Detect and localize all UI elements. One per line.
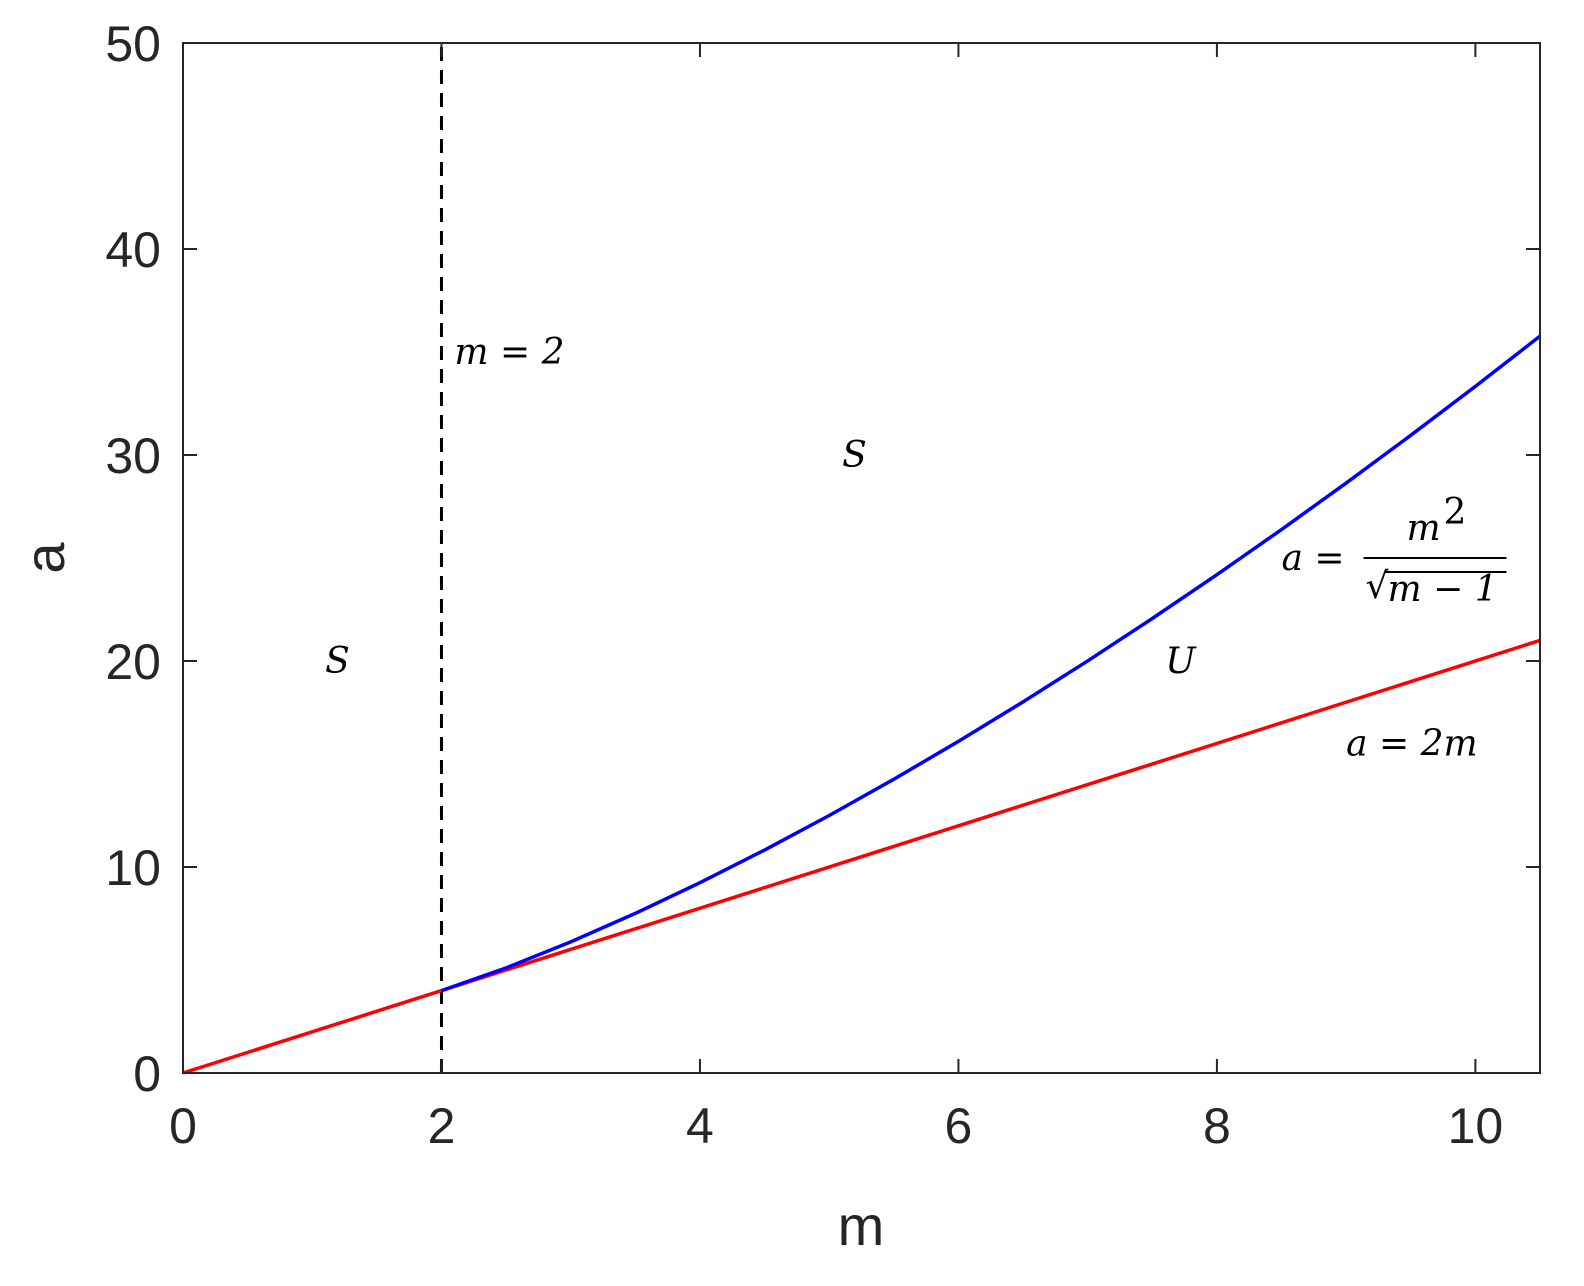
annotation-m-equals-2: m = 2	[454, 332, 564, 373]
x-tick-label: 4	[686, 1098, 714, 1154]
ticks: 0 2 4 6 8 10 0 10 20 30 40 50	[105, 16, 1540, 1154]
y-tick-label: 30	[105, 428, 161, 484]
chart-marks	[182, 43, 1542, 1075]
y-tick-label: 50	[105, 16, 161, 72]
formula-sqrt: √	[1366, 566, 1389, 607]
y-tick-label: 0	[133, 1046, 161, 1102]
formula-denominator: m − 1	[1388, 569, 1498, 610]
series-line-blue	[440, 334, 1542, 993]
formula-numerator: m	[1407, 508, 1441, 549]
y-axis-label: a	[13, 542, 76, 574]
y-tick-label: 40	[105, 222, 161, 278]
x-tick-label: 10	[1448, 1098, 1504, 1154]
y-tick-label: 10	[105, 840, 161, 896]
x-tick-label: 2	[428, 1098, 456, 1154]
y-tick-label: 20	[105, 634, 161, 690]
formula-lhs: a =	[1282, 538, 1345, 579]
x-tick-label: 0	[169, 1098, 197, 1154]
annotation-s-upper: S	[842, 435, 867, 476]
annotation-u-region: U	[1165, 641, 1197, 682]
annotation-blue-formula: a = m 2 √ m − 1	[1282, 492, 1507, 610]
x-axis-label: m	[838, 1194, 885, 1257]
formula-exponent: 2	[1444, 492, 1467, 533]
x-tick-label: 8	[1203, 1098, 1231, 1154]
annotation-red-formula: a = 2m	[1346, 723, 1478, 764]
x-tick-label: 6	[945, 1098, 973, 1154]
annotation-s-left: S	[325, 641, 350, 682]
plot-frame	[182, 42, 1541, 1074]
series-line-red	[182, 638, 1541, 1075]
